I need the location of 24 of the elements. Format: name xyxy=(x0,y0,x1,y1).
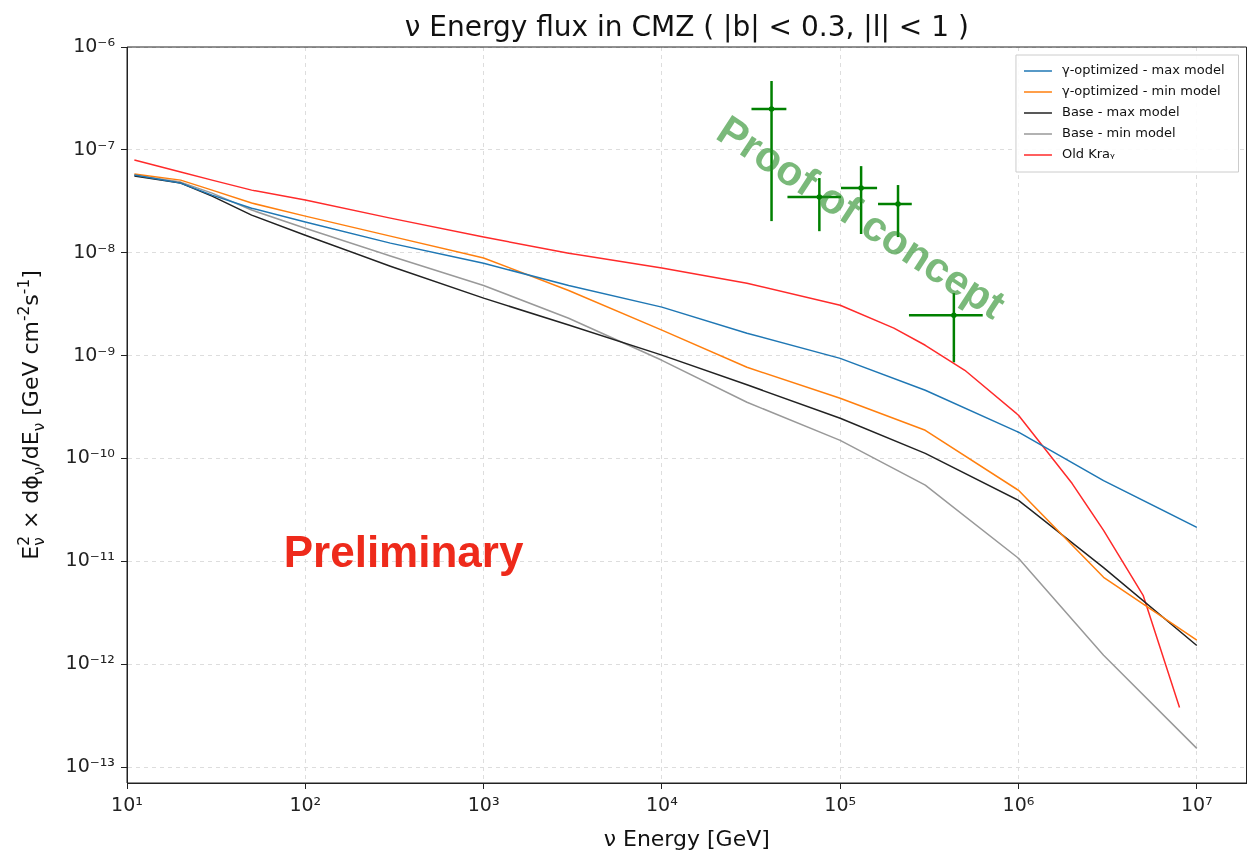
x-tick-label: 10¹ xyxy=(111,793,143,816)
y-tick-label: 10⁻¹³ xyxy=(65,754,115,776)
x-axis-title: ν Energy [GeV] xyxy=(603,826,770,851)
legend-label: γ-optimized - max model xyxy=(1061,62,1225,78)
annotation: Preliminary xyxy=(283,526,524,576)
legend-label: Base - min model xyxy=(1061,125,1176,141)
y-tick-label: 10⁻¹⁰ xyxy=(65,445,115,468)
legend-label: Old Kraᵧ xyxy=(1061,146,1116,162)
y-tick-label: 10⁻¹² xyxy=(65,651,115,674)
legend-label: γ-optimized - min model xyxy=(1061,83,1221,99)
x-tick-label: 10⁵ xyxy=(824,793,857,816)
y-tick-label: 10⁻⁸ xyxy=(73,239,115,262)
x-tick-label: 10⁷ xyxy=(1180,793,1213,816)
x-tick-label: 10² xyxy=(289,793,322,816)
chart-title: ν Energy flux in CMZ ( |b| < 0.3, |l| < 1 ) xyxy=(404,10,969,43)
text: Eν2 × dϕν/dEν [GeV cm-2s-1] xyxy=(15,270,48,560)
x-tick-label: 10³ xyxy=(467,793,500,816)
x-tick-label: 10⁴ xyxy=(646,793,679,816)
x-tick-label: 10⁶ xyxy=(1002,793,1035,816)
legend-label: Base - max model xyxy=(1061,104,1180,120)
y-tick-label: 10⁻⁷ xyxy=(73,136,115,159)
y-tick-label: 10⁻⁹ xyxy=(73,342,115,365)
y-tick-label: 10⁻⁶ xyxy=(73,33,115,56)
y-tick-label: 10⁻¹¹ xyxy=(65,548,115,571)
